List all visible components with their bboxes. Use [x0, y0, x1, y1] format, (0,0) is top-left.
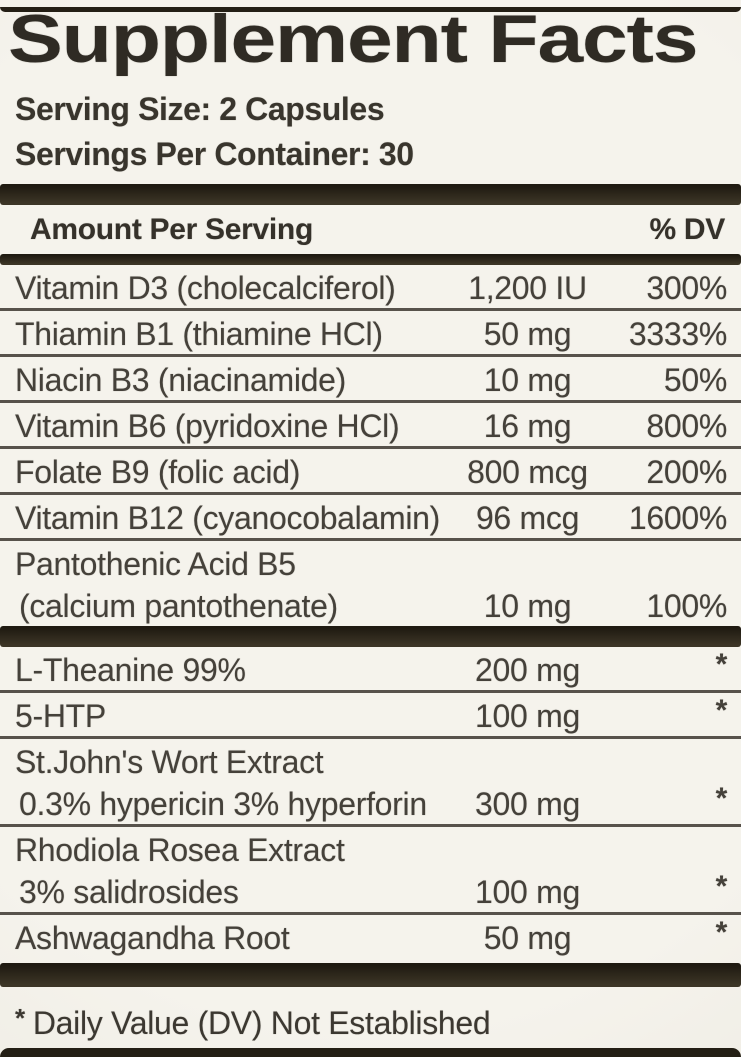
ingredient-dv-asterisk: * — [715, 782, 728, 815]
ingredient-dv: 800% — [646, 408, 727, 444]
ingredient-dv: 1600% — [628, 500, 728, 536]
ingredient-amount: 100 mg — [475, 874, 580, 910]
ingredient-name: Rhodiola Rosea Extract — [15, 832, 345, 868]
ingredient-amount: 10 mg — [483, 362, 572, 398]
ingredient-name: Pantothenic Acid B5 — [15, 546, 296, 582]
ingredient-dv: 50% — [663, 362, 727, 398]
ingredient-name: Vitamin B6 (pyridoxine HCl) — [15, 408, 400, 444]
ingredient-row: Vitamin B12 (cyanocobalamin) 96 mcg 1600… — [0, 495, 741, 541]
ingredient-name: Folate B9 (folic acid) — [15, 454, 301, 490]
ingredient-row: Niacin B3 (niacinamide) 10 mg 50% — [0, 357, 741, 403]
ingredient-dv-asterisk: * — [715, 870, 728, 903]
section-divider-bar — [0, 184, 741, 205]
ingredient-sub-name: 3% salidrosides — [19, 874, 239, 910]
ingredient-amount: 1,200 IU — [468, 270, 587, 306]
ingredient-row: Ashwagandha Root 50 mg * — [0, 915, 741, 958]
ingredient-row: L-Theanine 99% 200 mg * — [0, 647, 741, 693]
ingredient-amount: 100 mg — [475, 698, 580, 734]
bottom-edge-bar — [0, 1048, 741, 1057]
ingredient-name: L-Theanine 99% — [15, 652, 246, 688]
ingredient-row: Folate B9 (folic acid) 800 mcg 200% — [0, 449, 741, 495]
footer-divider-bar — [0, 963, 741, 987]
amount-column-header: Amount Per Serving — [30, 213, 313, 246]
ingredient-amount: 50 mg — [483, 316, 572, 352]
ingredient-row: Pantothenic Acid B5 (calcium pantothenat… — [0, 541, 741, 626]
dv-column-header: % DV — [649, 213, 726, 246]
botanicals-section: L-Theanine 99% 200 mg * 5-HTP 100 mg * S… — [0, 647, 741, 958]
footnote-marker: * — [15, 1003, 25, 1033]
header-divider-bar — [0, 254, 741, 265]
ingredient-row: Vitamin B6 (pyridoxine HCl) 16 mg 800% — [0, 403, 741, 449]
ingredient-dv: 200% — [646, 454, 727, 490]
footnote: * Daily Value (DV) Not Established — [0, 987, 741, 1041]
ingredient-name: Vitamin B12 (cyanocobalamin) — [15, 500, 441, 536]
page-title: Supplement Facts — [8, 1, 699, 77]
mid-divider-bar — [0, 626, 741, 647]
ingredient-dv-asterisk: * — [715, 916, 728, 949]
ingredient-sub-name: (calcium pantothenate) — [19, 588, 338, 624]
ingredient-amount: 10 mg — [483, 588, 572, 624]
ingredient-name: 5-HTP — [15, 698, 106, 734]
ingredient-dv: 3333% — [628, 316, 727, 352]
ingredient-row: St.John's Wort Extract 0.3% hypericin 3%… — [0, 739, 741, 827]
ingredient-dv-asterisk: * — [715, 694, 728, 727]
ingredient-name: Vitamin D3 (cholecalciferol) — [15, 270, 396, 306]
ingredient-amount: 200 mg — [475, 652, 580, 688]
ingredient-amount: 50 mg — [483, 920, 572, 956]
serving-size: Serving Size: 2 Capsules — [15, 91, 385, 127]
servings-per-container: Servings Per Container: 30 — [15, 136, 414, 172]
ingredient-amount: 16 mg — [483, 408, 572, 444]
ingredient-sub-name: 0.3% hypericin 3% hyperforin — [19, 786, 427, 822]
ingredient-row: Vitamin D3 (cholecalciferol) 1,200 IU 30… — [0, 265, 741, 311]
ingredient-name: Ashwagandha Root — [15, 920, 290, 956]
ingredient-row: Rhodiola Rosea Extract 3% salidrosides 1… — [0, 827, 741, 915]
ingredient-name: Thiamin B1 (thiamine HCl) — [15, 316, 383, 352]
ingredient-dv: 100% — [646, 588, 727, 624]
vitamins-section: Vitamin D3 (cholecalciferol) 1,200 IU 30… — [0, 265, 741, 626]
footnote-text: Daily Value (DV) Not Established — [32, 1005, 491, 1041]
ingredient-name: Niacin B3 (niacinamide) — [15, 362, 347, 398]
ingredient-row: Thiamin B1 (thiamine HCl) 50 mg 3333% — [0, 311, 741, 357]
ingredient-amount: 300 mg — [475, 786, 580, 822]
ingredient-dv: 300% — [646, 270, 727, 306]
ingredient-name: St.John's Wort Extract — [15, 744, 324, 780]
ingredient-amount: 800 mcg — [467, 454, 588, 490]
ingredient-amount: 96 mcg — [475, 500, 580, 536]
column-header-row: Amount Per Serving % DV — [0, 205, 741, 254]
ingredient-dv-asterisk: * — [715, 648, 728, 681]
top-edge-bar — [0, 7, 741, 12]
ingredient-row: 5-HTP 100 mg * — [0, 693, 741, 739]
